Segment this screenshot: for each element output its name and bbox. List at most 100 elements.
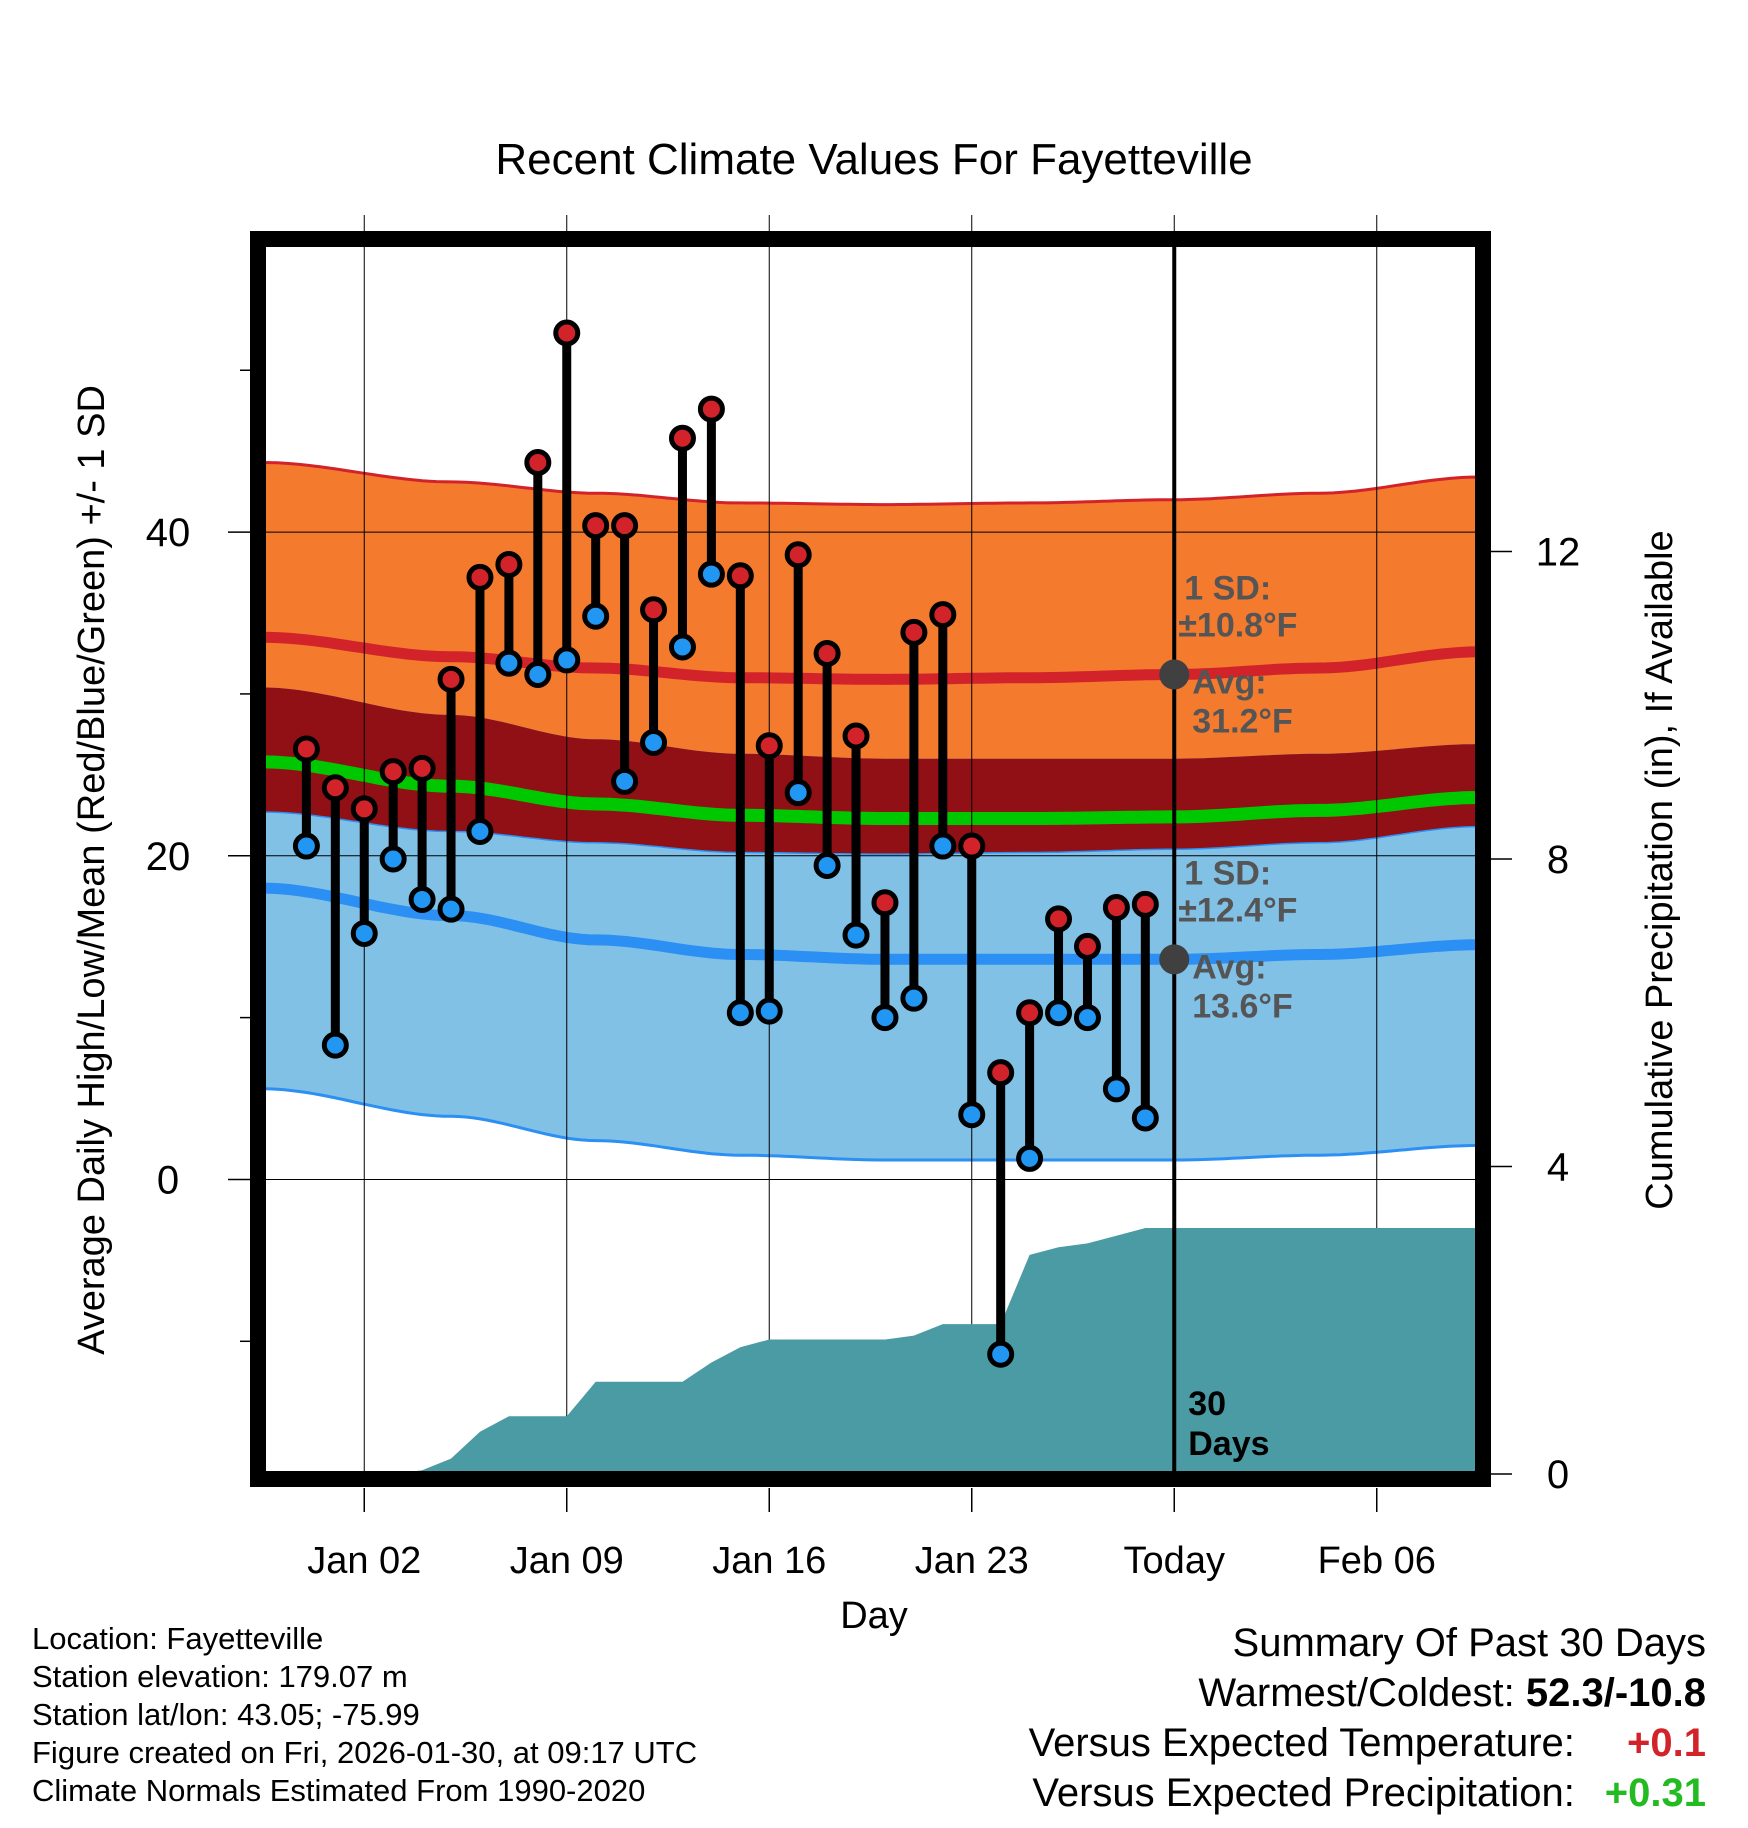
y-tick-label: 40 — [146, 511, 191, 555]
observed-stems — [301, 333, 1150, 1355]
low-point — [437, 895, 465, 923]
low-point — [755, 997, 783, 1025]
low-point — [1073, 1004, 1101, 1032]
low-point — [321, 1031, 349, 1059]
extremes-label: Warmest/Coldest: — [1198, 1671, 1515, 1715]
high-point — [1102, 894, 1130, 922]
low-point — [524, 661, 552, 688]
summary-precip: Versus Expected Precipitation: +0.31 — [1029, 1768, 1706, 1818]
days-count-label: 30 — [1188, 1385, 1226, 1423]
low-point — [929, 832, 957, 860]
y2-tick-label: 4 — [1547, 1146, 1569, 1190]
precip-area — [364, 1228, 1478, 1474]
high-point — [1016, 999, 1044, 1027]
high-point — [958, 832, 986, 860]
temp-label: Versus Expected Temperature: — [1028, 1721, 1575, 1765]
normal-mean-line — [263, 755, 1478, 825]
high-point — [871, 889, 899, 917]
x-tick-label: Jan 02 — [307, 1540, 421, 1582]
x-tick-label: Jan 09 — [510, 1540, 624, 1582]
chart-title: Recent Climate Values For Fayetteville — [495, 135, 1252, 184]
low-point — [871, 1004, 899, 1032]
today-low-avg-dot — [1159, 944, 1190, 975]
temp-value: +0.1 — [1627, 1721, 1706, 1765]
low-point — [611, 767, 639, 795]
elevation-text: Station elevation: 179.07 m — [32, 1659, 408, 1694]
high-sd-lower-line — [263, 811, 1478, 855]
low-point — [784, 779, 812, 807]
low-point — [1102, 1075, 1130, 1103]
x-axis-label: Day — [840, 1595, 908, 1637]
high-point — [553, 319, 581, 347]
high-point — [929, 601, 957, 629]
high-point — [350, 795, 378, 823]
created-text: Figure created on Fri, 2026-01-30, at 09… — [32, 1735, 698, 1770]
precip-label: Versus Expected Precipitation: — [1032, 1771, 1575, 1815]
x-tick-label: Feb 06 — [1318, 1540, 1436, 1582]
high-point — [784, 541, 812, 569]
observed-markers — [292, 319, 1159, 1368]
high-point — [1045, 905, 1073, 933]
high-point — [466, 563, 494, 591]
summary-extremes: Warmest/Coldest: 52.3/-10.8 — [1029, 1668, 1706, 1718]
high-point — [755, 732, 783, 760]
high-point — [582, 512, 610, 540]
high-point — [1073, 932, 1101, 960]
location-text: Location: Fayetteville — [32, 1621, 324, 1656]
high-point — [987, 1059, 1015, 1087]
low-point — [640, 728, 668, 756]
low-point — [466, 817, 494, 845]
station-info: Location: Fayetteville Station elevation… — [32, 1620, 697, 1810]
x-tick-label: Jan 16 — [712, 1540, 826, 1582]
low-point — [668, 633, 696, 661]
high-point — [900, 618, 928, 646]
normals-text: Climate Normals Estimated From 1990-2020 — [32, 1773, 646, 1808]
normal-low-line — [263, 882, 1478, 965]
low-point — [958, 1101, 986, 1129]
plot-frame — [250, 231, 1491, 1487]
low-point — [379, 845, 407, 873]
summary-title: Summary Of Past 30 Days — [1232, 1621, 1706, 1665]
high-point — [495, 550, 523, 578]
low-avg-value: 13.6°F — [1192, 987, 1293, 1025]
high-sd-upper-line — [263, 461, 1478, 507]
y2-tick-label: 8 — [1547, 838, 1569, 882]
high-point — [524, 448, 552, 476]
low-sd-label: 1 SD: — [1184, 854, 1271, 892]
summary-panel: Summary Of Past 30 Days Warmest/Coldest:… — [1029, 1618, 1706, 1818]
high-point — [668, 424, 696, 452]
high-point — [437, 665, 465, 693]
high-point — [640, 596, 668, 624]
axes-ticks — [228, 369, 1512, 1512]
y-tick-label: 20 — [146, 835, 191, 879]
low-sd-lower-line — [263, 1087, 1478, 1162]
y2-axis-label: Cumulative Precipitation (in), If Availa… — [1639, 530, 1681, 1209]
x-tick-label: Jan 23 — [915, 1540, 1029, 1582]
high-point — [408, 754, 436, 782]
low-point — [842, 921, 870, 949]
high-sd-label: 1 SD: — [1184, 570, 1271, 608]
extremes-value: 52.3/-10.8 — [1525, 1671, 1706, 1715]
low-point — [582, 602, 610, 630]
y2-tick-label: 12 — [1536, 531, 1581, 575]
low-point — [292, 832, 320, 860]
low-avg-label: Avg: — [1192, 948, 1266, 986]
y-tick-label: 0 — [157, 1158, 179, 1202]
x-tick-label: Today — [1124, 1540, 1225, 1582]
summary-temp: Versus Expected Temperature: +0.1 — [1029, 1718, 1706, 1768]
low-point — [350, 919, 378, 947]
low-sd-value: ±12.4°F — [1178, 891, 1297, 929]
today-high-avg-dot — [1159, 659, 1190, 690]
low-point — [553, 646, 581, 674]
low-point — [726, 999, 754, 1027]
low-point — [813, 851, 841, 879]
latlon-text: Station lat/lon: 43.05; -75.99 — [32, 1697, 420, 1732]
low-point — [1045, 999, 1073, 1027]
normal-bands — [263, 461, 1478, 1162]
high-point — [1131, 890, 1159, 918]
high-point — [726, 562, 754, 590]
precip-value: +0.31 — [1604, 1771, 1706, 1815]
high-avg-label: Avg: — [1192, 664, 1266, 702]
